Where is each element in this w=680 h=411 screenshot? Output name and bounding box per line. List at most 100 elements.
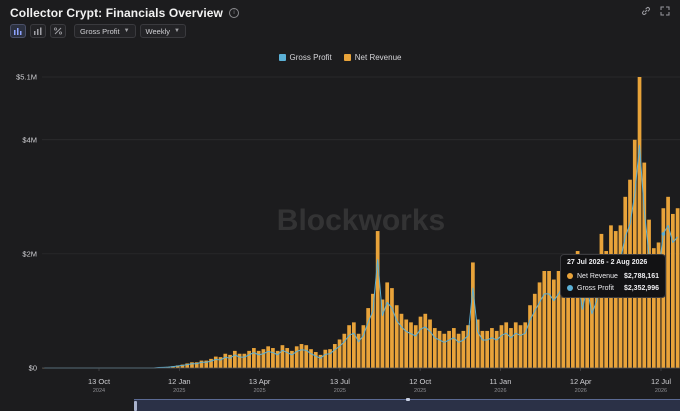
net-revenue-bar[interactable] (604, 251, 609, 368)
net-revenue-bar[interactable] (371, 293, 375, 368)
net-revenue-bar[interactable] (580, 290, 585, 368)
net-revenue-bar[interactable] (318, 354, 323, 368)
net-revenue-bar[interactable] (561, 259, 566, 368)
interval-dropdown[interactable]: Weekly ▼ (139, 24, 186, 38)
net-revenue-bar[interactable] (232, 350, 237, 368)
net-revenue-bar[interactable] (556, 271, 561, 368)
net-revenue-bar[interactable] (575, 251, 580, 368)
net-revenue-bar[interactable] (385, 282, 390, 368)
net-revenue-bar[interactable] (271, 348, 275, 368)
net-revenue-bar[interactable] (442, 333, 447, 368)
net-revenue-bar[interactable] (437, 330, 442, 368)
net-revenue-bar[interactable] (509, 328, 513, 368)
net-revenue-bar[interactable] (499, 325, 504, 368)
net-revenue-bar[interactable] (356, 333, 361, 368)
net-revenue-bar[interactable] (513, 322, 518, 368)
net-revenue-bar[interactable] (599, 233, 604, 368)
range-handle-left[interactable] (134, 401, 137, 411)
net-revenue-bar[interactable] (651, 248, 656, 368)
net-revenue-bar[interactable] (247, 350, 251, 368)
net-revenue-bar[interactable] (299, 344, 304, 368)
net-revenue-bar[interactable] (204, 360, 209, 368)
net-revenue-bar[interactable] (671, 213, 675, 368)
net-revenue-bar[interactable] (280, 345, 285, 368)
net-revenue-bar[interactable] (290, 350, 294, 368)
net-revenue-bar[interactable] (447, 330, 451, 368)
net-revenue-bar[interactable] (594, 279, 599, 368)
net-revenue-bar[interactable] (404, 319, 409, 369)
net-revenue-bar[interactable] (237, 353, 242, 368)
net-revenue-bar[interactable] (566, 268, 570, 368)
net-revenue-bar[interactable] (466, 325, 470, 368)
net-revenue-bar[interactable] (656, 242, 661, 368)
net-revenue-bar[interactable] (199, 360, 204, 368)
net-revenue-bar[interactable] (252, 348, 256, 368)
legend-item-gross-profit[interactable]: Gross Profit (278, 53, 332, 62)
net-revenue-bar[interactable] (490, 328, 494, 368)
net-revenue-bar[interactable] (390, 288, 394, 368)
net-revenue-bar[interactable] (218, 357, 223, 368)
net-revenue-bar[interactable] (313, 352, 318, 368)
stacked-bar-button[interactable] (30, 24, 46, 38)
net-revenue-bar[interactable] (632, 139, 637, 368)
net-revenue-bar[interactable] (528, 305, 532, 368)
net-revenue-bar[interactable] (332, 344, 337, 368)
net-revenue-bar[interactable] (194, 362, 199, 368)
net-revenue-bar[interactable] (399, 313, 404, 368)
net-revenue-bar[interactable] (180, 364, 185, 368)
net-revenue-bar[interactable] (352, 322, 356, 368)
net-revenue-bar[interactable] (275, 350, 280, 368)
net-revenue-bar[interactable] (585, 262, 590, 368)
net-revenue-bar[interactable] (337, 339, 342, 368)
net-revenue-bar[interactable] (261, 349, 266, 368)
net-revenue-bar[interactable] (675, 208, 680, 368)
net-revenue-bar[interactable] (551, 279, 556, 368)
net-revenue-bar[interactable] (347, 325, 351, 368)
net-revenue-bar[interactable] (266, 346, 271, 368)
net-revenue-bar[interactable] (223, 353, 228, 368)
percent-button[interactable] (50, 24, 66, 38)
net-revenue-bar[interactable] (518, 325, 523, 368)
link-icon[interactable] (641, 6, 651, 16)
net-revenue-bar[interactable] (571, 268, 575, 368)
net-revenue-bar[interactable] (547, 271, 551, 368)
net-revenue-bar[interactable] (366, 308, 370, 368)
net-revenue-bar[interactable] (537, 282, 542, 368)
net-revenue-bar[interactable] (185, 363, 190, 368)
net-revenue-bar[interactable] (590, 296, 594, 368)
net-revenue-bar[interactable] (423, 313, 428, 368)
net-revenue-bar[interactable] (532, 293, 537, 368)
expand-icon[interactable] (660, 6, 670, 16)
net-revenue-bar[interactable] (213, 356, 218, 368)
net-revenue-bar[interactable] (256, 350, 261, 368)
net-revenue-bar[interactable] (285, 348, 290, 368)
net-revenue-bar[interactable] (475, 319, 480, 369)
net-revenue-bar[interactable] (361, 325, 366, 368)
net-revenue-bar[interactable] (451, 328, 456, 368)
net-revenue-bar[interactable] (242, 353, 247, 368)
net-revenue-bar[interactable] (209, 358, 213, 368)
net-revenue-bar[interactable] (480, 330, 485, 368)
net-revenue-bar[interactable] (294, 346, 299, 368)
net-revenue-bar[interactable] (428, 319, 432, 369)
net-revenue-bar[interactable] (666, 196, 670, 368)
net-revenue-bar[interactable] (375, 231, 380, 368)
net-revenue-bar[interactable] (304, 345, 309, 368)
metric-dropdown[interactable]: Gross Profit ▼ (74, 24, 136, 38)
net-revenue-bar[interactable] (542, 271, 547, 368)
net-revenue-bar[interactable] (637, 77, 642, 368)
net-revenue-bar[interactable] (394, 305, 399, 368)
info-circle-icon[interactable]: i (229, 8, 239, 18)
net-revenue-bar[interactable] (471, 262, 475, 368)
net-revenue-bar[interactable] (342, 333, 347, 368)
net-revenue-bar[interactable] (494, 330, 499, 368)
net-revenue-bar[interactable] (613, 231, 618, 368)
net-revenue-bar[interactable] (456, 333, 461, 368)
net-revenue-bar[interactable] (190, 362, 194, 368)
net-revenue-bar[interactable] (309, 349, 313, 368)
net-revenue-bar[interactable] (432, 328, 437, 368)
net-revenue-bar[interactable] (228, 354, 232, 368)
net-revenue-bar[interactable] (413, 325, 418, 368)
net-revenue-bar[interactable] (523, 322, 528, 368)
bar-chart-button[interactable] (10, 24, 26, 38)
